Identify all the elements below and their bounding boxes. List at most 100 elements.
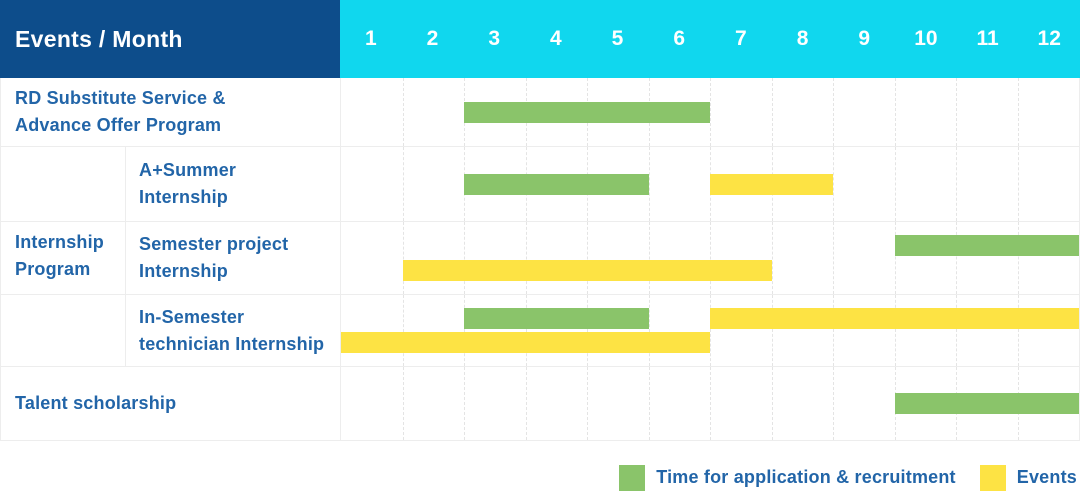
- event-label-line: technician Internship: [139, 333, 325, 354]
- application-bar: [894, 393, 1079, 414]
- month-gridline: [894, 295, 896, 366]
- event-label-line: Internship: [139, 187, 229, 207]
- month-gridline: [710, 367, 711, 440]
- event-timeline-cell: [340, 367, 1079, 440]
- event-timeline-cell: [340, 295, 1079, 366]
- events-bar: [341, 332, 710, 353]
- month-gridline: [833, 147, 834, 221]
- event-label-line: RD Substitute Service &: [15, 88, 226, 108]
- event-label-line: Advance Offer Program: [15, 115, 222, 135]
- month-gridline: [833, 222, 834, 294]
- application-bar: [464, 173, 649, 195]
- month-gridline: [771, 295, 773, 366]
- month-gridline: [648, 147, 650, 221]
- month-label: 10: [914, 27, 938, 50]
- event-row: RD Substitute Service & Advance Offer Pro…: [1, 78, 1079, 146]
- month-gridline: [402, 222, 404, 294]
- legend: Time for application & recruitment Events: [595, 464, 1077, 491]
- event-label-cell: Semester project Internship: [125, 222, 340, 294]
- month-label: 12: [1037, 27, 1061, 50]
- month-gridline: [1017, 78, 1019, 146]
- month-gridline: [894, 78, 896, 146]
- event-label-line: In-Semester: [139, 306, 245, 327]
- events-bar: [402, 260, 772, 281]
- month-gridline: [464, 295, 465, 366]
- month-gridline: [771, 222, 773, 294]
- month-gridline: [956, 295, 957, 366]
- month-gridline: [956, 147, 957, 221]
- month-gridline: [710, 295, 711, 366]
- month-label: 3: [488, 27, 501, 50]
- month-label: 11: [976, 27, 999, 50]
- application-bar: [894, 235, 1079, 256]
- month-header-row: 1 2 3 4 5 6 7 8 9 10 11 12: [340, 0, 1080, 78]
- month-gridline: [771, 367, 773, 440]
- month-gridline: [587, 295, 588, 366]
- event-label-cell: In-Semester technician Internship: [125, 295, 340, 366]
- events-month-header-cell: Events / Month: [0, 0, 340, 78]
- legend-label: Time for application & recruitment: [656, 467, 956, 487]
- month-gridline: [587, 367, 588, 440]
- event-row: A+Summer Internship: [1, 146, 1079, 221]
- gantt-body: RD Substitute Service & Advance Offer Pro…: [0, 78, 1080, 441]
- month-label: 1: [364, 27, 377, 50]
- month-label: 5: [611, 27, 624, 50]
- month-gridline: [956, 222, 957, 294]
- month-label: 7: [735, 27, 747, 50]
- month-label: 9: [858, 27, 871, 50]
- month-gridline: [464, 367, 465, 440]
- month-label: 4: [550, 27, 562, 50]
- group-label-line: Internship: [15, 232, 105, 252]
- month-gridline: [771, 78, 773, 146]
- event-label-cell: Talent scholarship: [1, 367, 340, 440]
- month-gridline: [587, 222, 588, 294]
- month-gridline: [894, 147, 896, 221]
- events-bar: [710, 173, 833, 195]
- legend-item-events: Events: [979, 464, 1077, 491]
- event-label-cell: RD Substitute Service & Advance Offer Pro…: [1, 78, 340, 146]
- event-row: Talent scholarship: [1, 366, 1079, 440]
- month-gridline: [402, 367, 404, 440]
- application-bar: [464, 308, 649, 329]
- month-gridline: [402, 78, 404, 146]
- event-timeline-cell: [340, 147, 1079, 221]
- month-gridline: [833, 367, 834, 440]
- month-gridline: [1017, 147, 1019, 221]
- legend-item-application: Time for application & recruitment: [619, 464, 956, 491]
- month-gridline: [710, 78, 711, 146]
- month-gridline: [956, 78, 957, 146]
- month-label: 8: [796, 27, 809, 50]
- month-gridline: [525, 367, 527, 440]
- event-label-line: Talent scholarship: [15, 393, 177, 413]
- month-gridline: [402, 147, 404, 221]
- event-row: Semester project Internship: [1, 221, 1079, 294]
- legend-label: Events: [1016, 467, 1077, 487]
- events-bar: [710, 308, 1079, 329]
- month-gridline: [1017, 222, 1019, 294]
- month-gridline: [464, 222, 465, 294]
- event-label-line: Semester project: [139, 234, 289, 254]
- event-timeline-cell: [340, 222, 1079, 294]
- month-gridline: [833, 295, 834, 366]
- group-cell-internship-program: Internship Program: [1, 146, 125, 366]
- event-timeline-cell: [340, 78, 1079, 146]
- event-label-cell: A+Summer Internship: [125, 147, 340, 221]
- month-gridline: [525, 222, 527, 294]
- month-gridline: [833, 78, 834, 146]
- group-label-line: Program: [15, 259, 91, 279]
- month-gridline: [710, 222, 711, 294]
- month-gridline: [648, 295, 650, 366]
- month-gridline: [648, 367, 650, 440]
- table-header-row: Events / Month 1 2 3 4 5 6 7 8 9 10 11 12: [0, 0, 1080, 78]
- event-label-line: A+Summer: [139, 160, 237, 180]
- application-bar: [464, 101, 710, 123]
- events-swatch-icon: [979, 464, 1006, 491]
- month-gridline: [525, 295, 527, 366]
- month-gridline: [402, 295, 404, 366]
- month-label: 2: [426, 27, 439, 50]
- month-gridline: [894, 222, 896, 294]
- month-gridline: [1017, 295, 1019, 366]
- month-gridline: [648, 222, 650, 294]
- event-label-line: Internship: [139, 261, 229, 281]
